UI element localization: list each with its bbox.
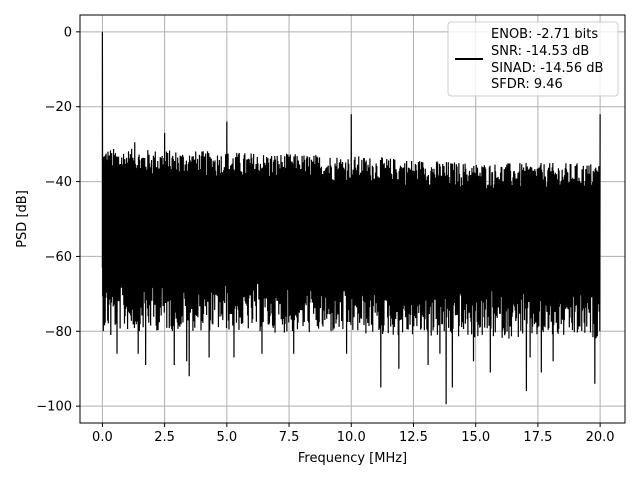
legend-line-snr: SNR: -14.53 dB [491, 44, 589, 59]
psd-series [101, 31, 601, 405]
x-tick-label: 7.5 [279, 430, 300, 445]
x-axis-label: Frequency [MHz] [298, 451, 407, 466]
x-tick-label: 15.0 [461, 430, 490, 445]
x-tick-label: 5.0 [216, 430, 237, 445]
x-tick-label: 10.0 [337, 430, 366, 445]
x-tick-label: 2.5 [154, 430, 175, 445]
y-tick-label: −20 [45, 100, 72, 115]
plot-frame [79, 14, 626, 424]
x-tick-label: 17.5 [523, 430, 552, 445]
x-tick-label: 12.5 [399, 430, 428, 445]
x-tick-label: 20.0 [586, 430, 615, 445]
legend-text: ENOB: -2.71 bits SNR: -14.53 dB SINAD: -… [491, 27, 608, 92]
legend-line-sinad: SINAD: -14.56 dB [491, 61, 603, 76]
y-tick-label: 0 [64, 25, 72, 40]
legend: ENOB: -2.71 bits SNR: -14.53 dB SINAD: -… [447, 21, 619, 97]
legend-line-sfdr: SFDR: 9.46 [491, 77, 563, 92]
y-tick-label: −40 [45, 175, 72, 190]
y-tick-label: −100 [36, 400, 72, 415]
y-axis-label: PSD [dB] [15, 190, 30, 248]
y-tick-label: −60 [45, 250, 72, 265]
x-tick-label: 0.0 [92, 430, 113, 445]
legend-line-enob: ENOB: -2.71 bits [491, 27, 598, 42]
legend-box [447, 21, 619, 97]
psd-series-line [101, 31, 601, 405]
y-tick-label: −80 [45, 325, 72, 340]
axis-ticks: 0.0 2.5 5.0 7.5 10.0 12.5 15.0 17.5 20.0 0 −20 −40 −… [36, 25, 614, 445]
